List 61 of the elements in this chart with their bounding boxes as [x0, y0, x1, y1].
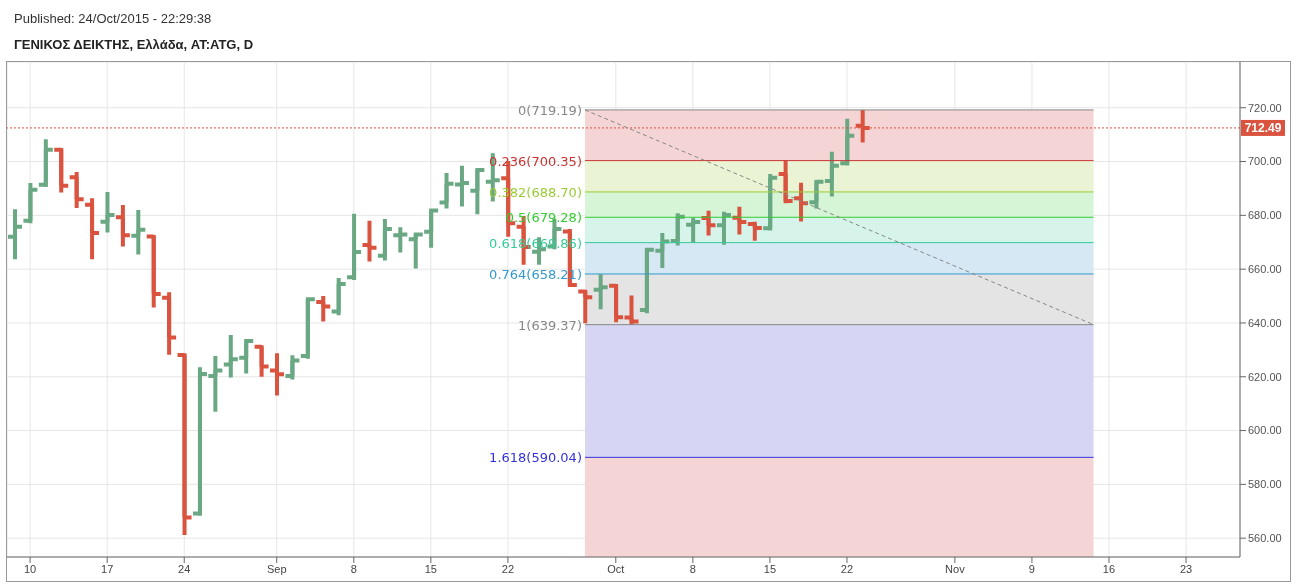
candlestick	[7, 207, 24, 262]
candlestick	[714, 209, 733, 247]
candlestick	[83, 196, 102, 262]
candlestick	[807, 177, 826, 211]
x-tick-label: 10	[23, 562, 37, 575]
candlestick	[113, 203, 132, 249]
candlestick	[21, 181, 40, 226]
x-tick-label: 24	[178, 562, 191, 575]
candlestick	[160, 290, 179, 357]
candlestick	[375, 217, 394, 263]
x-tick-label: 23	[1179, 562, 1193, 575]
x-tick-label: 22	[840, 562, 854, 575]
candlestick	[314, 294, 333, 324]
x-tick-label: Oct	[607, 562, 625, 575]
candlestick	[98, 189, 117, 235]
y-tick-label: 660.00	[1248, 263, 1282, 276]
candlestick	[468, 166, 487, 217]
candlestick	[391, 225, 410, 255]
x-tick-label: 15	[763, 562, 777, 575]
x-tick-label: 8	[689, 562, 696, 575]
candlestick	[591, 272, 610, 312]
candlestick	[144, 232, 163, 310]
x-tick-label: 9	[1028, 562, 1035, 575]
candlestick	[668, 211, 687, 248]
x-tick-label: 15	[424, 562, 437, 575]
y-tick-label: 580.00	[1248, 478, 1282, 491]
candlestick	[622, 293, 641, 327]
ref-line-label: 1.618(590.04)	[489, 450, 582, 466]
x-tick-label: Nov	[945, 562, 966, 575]
candlestick	[329, 276, 348, 318]
candlestick	[67, 170, 86, 211]
y-tick-label: 720.00	[1248, 101, 1282, 114]
ref-line-label: 0(719.19)	[518, 102, 582, 118]
text: Published: 24/Oct/2015 - 22:29:38	[14, 11, 212, 26]
candlestick	[36, 137, 55, 190]
x-tick-label: 8	[350, 562, 357, 575]
x-tick-label: 22	[501, 562, 515, 575]
candlestick	[252, 343, 271, 379]
x-tick-label: Sep	[266, 562, 287, 575]
ref-line-label: 1(639.37)	[518, 317, 582, 333]
candlestick	[699, 208, 718, 238]
candlestick	[345, 211, 364, 282]
candlestick	[607, 281, 626, 325]
x-tick-label: 17	[101, 562, 114, 575]
chart-title: ΓΕΝΙΚΟΣ ΔΕΙΚΤΗΣ, Ελλάδα, AT:ATG, D	[14, 37, 254, 52]
candlestick	[268, 351, 287, 398]
x-tick-label: 16	[1102, 562, 1116, 575]
ref-line-label: 712.49	[1244, 120, 1282, 135]
y-tick-label: 560.00	[1248, 532, 1282, 545]
y-tick-label: 680.00	[1248, 209, 1282, 222]
y-tick-label: 620.00	[1248, 370, 1282, 383]
candlestick	[52, 146, 71, 195]
candlestick	[129, 207, 148, 257]
candlestick	[298, 296, 317, 361]
candlestick	[761, 171, 780, 233]
candlestick	[283, 353, 302, 382]
candlestick	[360, 218, 379, 264]
y-tick-label: 600.00	[1248, 424, 1282, 437]
y-tick-label: 640.00	[1248, 316, 1282, 329]
y-tick-label: 700.00	[1248, 155, 1282, 168]
candlestick	[745, 219, 764, 243]
